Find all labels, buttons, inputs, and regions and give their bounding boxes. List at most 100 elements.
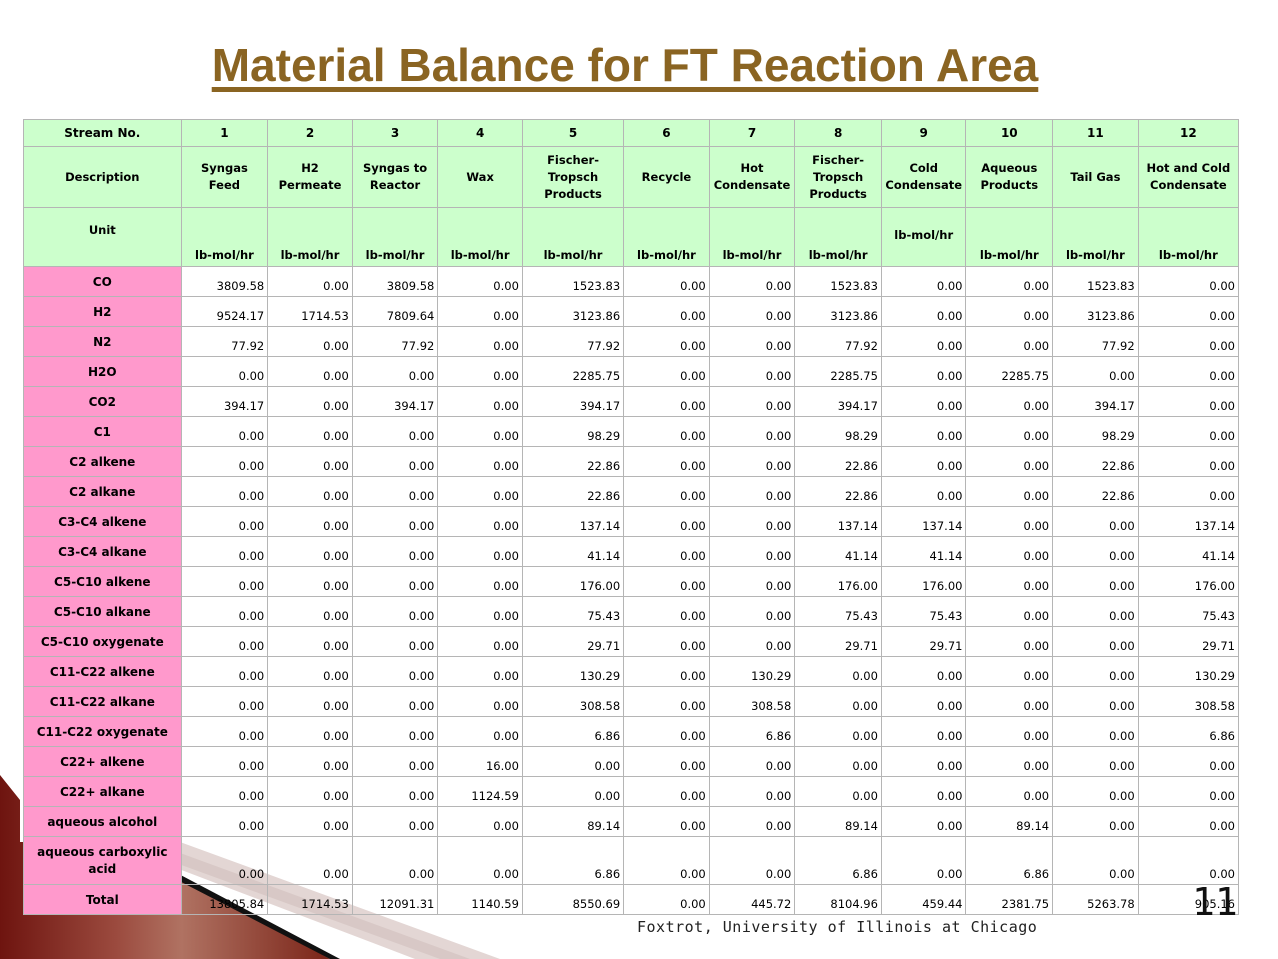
- table-cell: 0.00: [708, 596, 796, 627]
- table-cell: 6.86: [965, 836, 1054, 885]
- table-row: aqueous alcohol 0.00 0.00 0.00 0.00 89.14 0.00…: [23, 806, 1240, 837]
- stream-description: Tail Gas: [1052, 146, 1139, 208]
- table-cell: 22.86: [521, 476, 625, 507]
- table-row: C2 alkane 0.00 0.00 0.00 0.00 22.86 0.00 0.00 22…: [23, 476, 1240, 507]
- table-cell: 0.00: [708, 806, 796, 837]
- table-cell: 137.14: [794, 506, 882, 537]
- stream-number: 9: [880, 119, 967, 147]
- table-cell: 130.29: [708, 656, 796, 687]
- table-cell: 0.00: [708, 566, 796, 597]
- table-cell: 0.00: [180, 506, 269, 537]
- table-cell: 0.00: [880, 656, 967, 687]
- table-cell: 0.00: [267, 686, 353, 717]
- table-cell: 0.00: [267, 356, 353, 387]
- table-cell: 0.00: [623, 884, 710, 915]
- table-cell: 394.17: [521, 386, 625, 417]
- table-row: C11-C22 alkene 0.00 0.00 0.00 0.00 130.29 0.00…: [23, 656, 1240, 687]
- row-component-name: C11-C22 alkane: [23, 686, 182, 717]
- row-component-name: C3-C4 alkane: [23, 536, 182, 567]
- table-cell: 0.00: [180, 716, 269, 747]
- table-cell: 9524.17: [180, 296, 269, 327]
- table-cell: 308.58: [1137, 686, 1240, 717]
- row-component-name: H2: [23, 296, 182, 327]
- table-cell: 0.00: [708, 386, 796, 417]
- table-cell: 0.00: [623, 266, 710, 297]
- row-component-name: C5-C10 oxygenate: [23, 626, 182, 657]
- table-cell: 0.00: [965, 596, 1054, 627]
- table-row: C11-C22 oxygenate 0.00 0.00 0.00 0.00 6.86 0.0…: [23, 716, 1240, 747]
- table-cell: 77.92: [521, 326, 625, 357]
- stream-unit: lb-mol/hr: [1137, 207, 1240, 267]
- table-cell: 0.00: [965, 776, 1054, 807]
- stream-number: 2: [267, 119, 353, 147]
- table-cell: 130.29: [521, 656, 625, 687]
- row-component-name: N2: [23, 326, 182, 357]
- table-cell: 0.00: [267, 776, 353, 807]
- stream-unit: lb-mol/hr: [880, 207, 967, 267]
- stream-number: 11: [1052, 119, 1139, 147]
- table-cell: 0.00: [267, 326, 353, 357]
- unit-row: Unit lb-mol/hr lb-mol/hr lb-mol/hr lb-mo…: [23, 207, 1240, 267]
- table-cell: 0.00: [267, 566, 353, 597]
- table-cell: 3123.86: [794, 296, 882, 327]
- table-cell: 0.00: [1137, 356, 1240, 387]
- table-cell: 0.00: [623, 686, 710, 717]
- table-cell: 0.00: [880, 326, 967, 357]
- table-cell: 0.00: [521, 776, 625, 807]
- table-cell: 0.00: [267, 536, 353, 567]
- table-cell: 0.00: [1052, 746, 1139, 777]
- table-cell: 0.00: [708, 746, 796, 777]
- row-component-name: C22+ alkane: [23, 776, 182, 807]
- row-component-name: C11-C22 alkene: [23, 656, 182, 687]
- footer-text: Foxtrot, University of Illinois at Chica…: [637, 918, 1038, 936]
- table-cell: 0.00: [880, 266, 967, 297]
- table-cell: 1714.53: [267, 296, 353, 327]
- stream-unit: lb-mol/hr: [965, 207, 1054, 267]
- unit-label: Unit: [23, 207, 182, 267]
- table-cell: 0.00: [267, 836, 353, 885]
- table-cell: 0.00: [437, 476, 523, 507]
- table-cell: 0.00: [267, 476, 353, 507]
- stream-number: 7: [708, 119, 796, 147]
- table-cell: 0.00: [267, 446, 353, 477]
- row-component-name: C5-C10 alkane: [23, 596, 182, 627]
- table-cell: 0.00: [1052, 566, 1139, 597]
- table-cell: 0.00: [623, 776, 710, 807]
- table-cell: 394.17: [1052, 386, 1139, 417]
- table-cell: 0.00: [437, 506, 523, 537]
- table-cell: 41.14: [880, 536, 967, 567]
- table-cell: 0.00: [623, 506, 710, 537]
- table-row: C3-C4 alkene 0.00 0.00 0.00 0.00 137.14 0.00 0.…: [23, 506, 1240, 537]
- table-cell: 0.00: [708, 536, 796, 567]
- table-cell: 2381.75: [965, 884, 1054, 915]
- table-cell: 0.00: [794, 746, 882, 777]
- table-cell: 0.00: [1052, 776, 1139, 807]
- table-cell: 3123.86: [521, 296, 625, 327]
- table-cell: 0.00: [965, 296, 1054, 327]
- table-cell: 0.00: [437, 266, 523, 297]
- table-cell: 0.00: [965, 716, 1054, 747]
- description-row: Description Syngas Feed H2 Permeate Syng…: [23, 146, 1240, 208]
- table-cell: 0.00: [1052, 506, 1139, 537]
- stream-unit: lb-mol/hr: [708, 207, 796, 267]
- table-cell: 0.00: [351, 776, 439, 807]
- table-cell: 0.00: [267, 266, 353, 297]
- table-cell: 0.00: [1052, 536, 1139, 567]
- table-cell: 0.00: [1052, 806, 1139, 837]
- table-row: C1 0.00 0.00 0.00 0.00 98.29 0.00 0.00 98.29 0.00…: [23, 416, 1240, 447]
- table-cell: 0.00: [521, 746, 625, 777]
- table-cell: 176.00: [880, 566, 967, 597]
- table-row: CO 3809.58 0.00 3809.58 0.00 1523.83 0.00 0.00 1…: [23, 266, 1240, 297]
- stream-unit: lb-mol/hr: [794, 207, 882, 267]
- table-cell: 22.86: [1052, 446, 1139, 477]
- table-cell: 41.14: [794, 536, 882, 567]
- table-row: C5-C10 alkene 0.00 0.00 0.00 0.00 176.00 0.00 0…: [23, 566, 1240, 597]
- row-component-name: C1: [23, 416, 182, 447]
- page-title: Material Balance for FT Reaction Area: [211, 39, 1039, 91]
- table-cell: 77.92: [180, 326, 269, 357]
- table-cell: 0.00: [437, 536, 523, 567]
- table-cell: 0.00: [880, 356, 967, 387]
- table-cell: 0.00: [180, 836, 269, 885]
- table-cell: 176.00: [1137, 566, 1240, 597]
- table-cell: 905.16: [1137, 884, 1240, 915]
